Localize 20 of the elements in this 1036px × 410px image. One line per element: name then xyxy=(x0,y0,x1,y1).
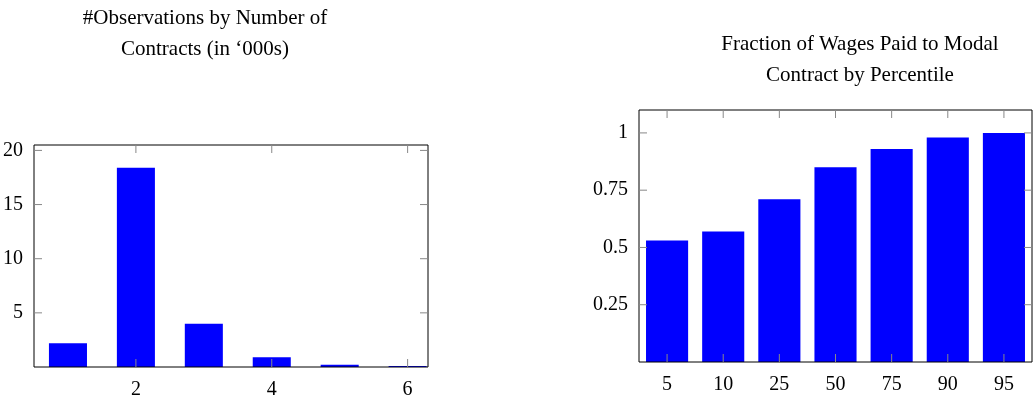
y-tick-label: 0.75 xyxy=(593,177,628,200)
chart-title: Fraction of Wages Paid to Modal Contract by Percentile xyxy=(720,30,1000,88)
x-tick-label: 10 xyxy=(713,372,734,395)
y-tick-label: 0.25 xyxy=(593,291,628,314)
chart-title: #Observations by Number of Contracts (in ‘000s) xyxy=(81,4,329,62)
x-tick-label: 90 xyxy=(937,372,958,395)
x-tick-label: 95 xyxy=(993,372,1014,395)
x-tick-label: 4 xyxy=(266,377,277,400)
x-tick-label: 5 xyxy=(662,372,673,395)
y-tick-label: 5 xyxy=(13,300,23,323)
x-tick-label: 50 xyxy=(825,372,846,395)
x-tick-label: 2 xyxy=(130,377,141,400)
x-tick-label: 6 xyxy=(402,377,413,400)
y-tick-label: 0.5 xyxy=(603,234,628,257)
y-tick-label: 20 xyxy=(3,137,23,160)
x-tick-label: 75 xyxy=(881,372,902,395)
x-tick-label: 25 xyxy=(769,372,790,395)
y-tick-label: 10 xyxy=(3,245,23,268)
y-tick-label: 1 xyxy=(618,120,628,143)
y-tick-label: 15 xyxy=(3,191,23,214)
